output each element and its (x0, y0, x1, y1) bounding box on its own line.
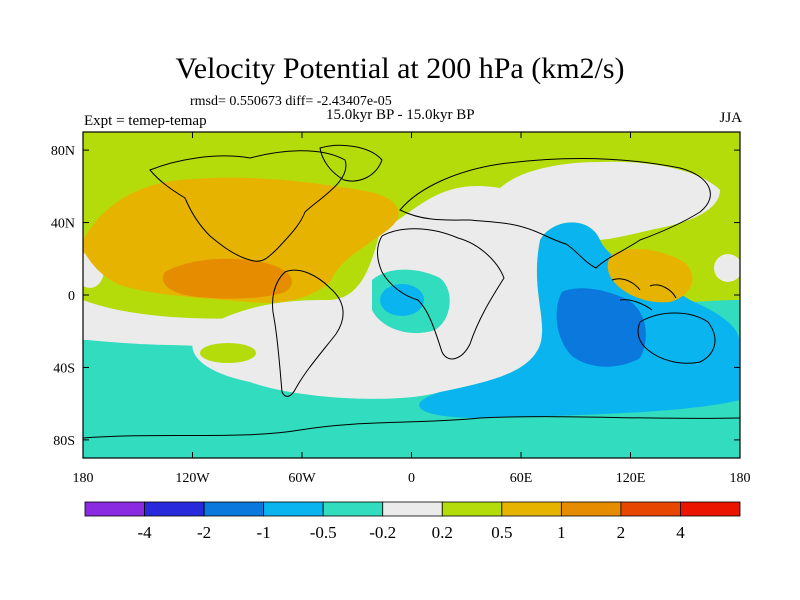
coastlines (83, 144, 740, 439)
stats-label: rmsd= 0.550673 diff= -2.43407e-05 (190, 94, 392, 109)
colorbar-label: -2 (197, 523, 211, 542)
band-neg0.2-0.2-pacific (83, 300, 330, 360)
colorbar-label: 0.5 (491, 523, 512, 542)
band-neutral-east-edge (714, 254, 740, 282)
colorbar-box (680, 501, 741, 517)
colorbar-label: -4 (137, 523, 152, 542)
colorbar-box (263, 501, 324, 517)
colorbar-label: -1 (257, 523, 271, 542)
colorbar-label: -0.5 (310, 523, 337, 542)
band-1-2-americas (83, 177, 399, 303)
coast-maritime-islands (611, 278, 677, 311)
band-neg2-neg1-core (556, 288, 646, 367)
x-tick-label: 180 (73, 471, 94, 486)
y-axis: 80N 40N 0 40S 80S (51, 144, 740, 449)
colorbar-box (84, 501, 145, 517)
y-tick-label: 80N (51, 144, 75, 159)
x-tick-label: 120E (616, 471, 646, 486)
y-tick-label: 80S (53, 434, 75, 449)
x-tick-label: 60W (288, 471, 316, 486)
band-0.5-1-maritime (607, 248, 693, 303)
colorbar-box (560, 501, 622, 517)
coast-greenland (319, 144, 383, 182)
coast-africa (377, 228, 505, 360)
colorbar-label: 0.2 (432, 523, 453, 542)
band-neg0.2-0.2-africa (192, 161, 720, 399)
y-tick-label: 40S (53, 361, 75, 376)
season-label: JJA (719, 110, 742, 126)
x-axis: 180 120W 60W 0 60E 120E 180 (73, 132, 751, 486)
colorbar: -4 -2 -1 -0.5 -0.2 0.2 0.5 1 2 4 (84, 501, 741, 542)
band-neg1-neg0.5-guinea (380, 284, 424, 316)
colorbar-box (322, 501, 384, 517)
colorbar-box (144, 501, 205, 517)
colorbar-label: 2 (617, 523, 626, 542)
colorbar-box (441, 501, 503, 517)
contour-fill (83, 132, 740, 458)
y-tick-label: 0 (68, 289, 75, 304)
coast-australia (637, 312, 716, 364)
band-2-4-central-america (162, 258, 292, 299)
map-title: Velocity Potential at 200 hPa (km2/s) (175, 52, 625, 85)
x-tick-label: 180 (730, 471, 751, 486)
x-tick-label: 0 (408, 471, 415, 486)
coast-antarctica (83, 416, 740, 439)
coast-south-america (271, 269, 344, 397)
x-tick-label: 120W (175, 471, 210, 486)
colorbar-box (382, 501, 443, 517)
colorbar-label: -0.2 (369, 523, 396, 542)
experiment-label: Expt = temep-temap (84, 113, 207, 129)
coast-eurasia (399, 157, 711, 269)
coast-north-america (149, 150, 347, 262)
colorbar-box (620, 501, 681, 517)
x-tick-label: 60E (510, 471, 533, 486)
band-0.2-0.5-south-pacific (200, 343, 256, 363)
colorbar-box (501, 501, 562, 517)
y-tick-label: 40N (51, 217, 75, 232)
colorbar-label: 1 (557, 523, 566, 542)
colorbar-box (203, 501, 265, 517)
colorbar-label: 4 (676, 523, 685, 542)
period-label: 15.0kyr BP - 15.0kyr BP (326, 107, 475, 123)
